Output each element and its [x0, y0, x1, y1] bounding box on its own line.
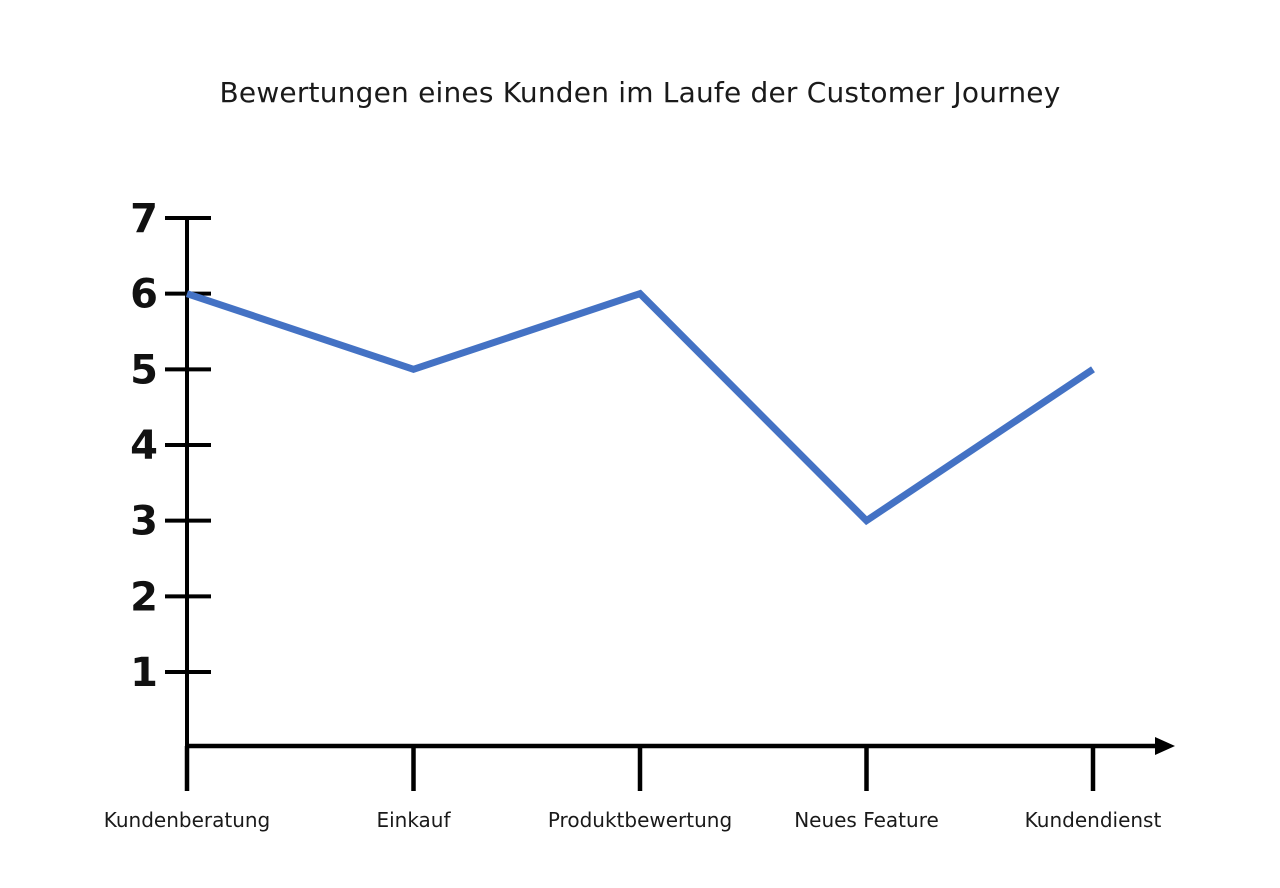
y-tick-label: 7 [130, 196, 158, 242]
y-tick-label: 6 [130, 272, 158, 318]
x-axis-arrow-icon [1155, 737, 1175, 755]
x-axis-label: Kundenberatung [104, 808, 271, 832]
x-axis-label: Einkauf [376, 808, 451, 832]
data-line [185, 289, 1095, 526]
y-tick-label: 2 [130, 574, 158, 620]
y-tick-label: 5 [130, 347, 158, 393]
x-axis-label: Kundendienst [1025, 808, 1162, 832]
y-tick-label: 4 [130, 423, 158, 469]
y-tick-label: 1 [130, 650, 158, 696]
x-axis-label: Neues Feature [794, 808, 939, 832]
chart-title: Bewertungen eines Kunden im Laufe der Cu… [219, 76, 1061, 109]
x-axis-label: Produktbewertung [548, 808, 732, 832]
y-tick-label: 3 [130, 499, 158, 545]
